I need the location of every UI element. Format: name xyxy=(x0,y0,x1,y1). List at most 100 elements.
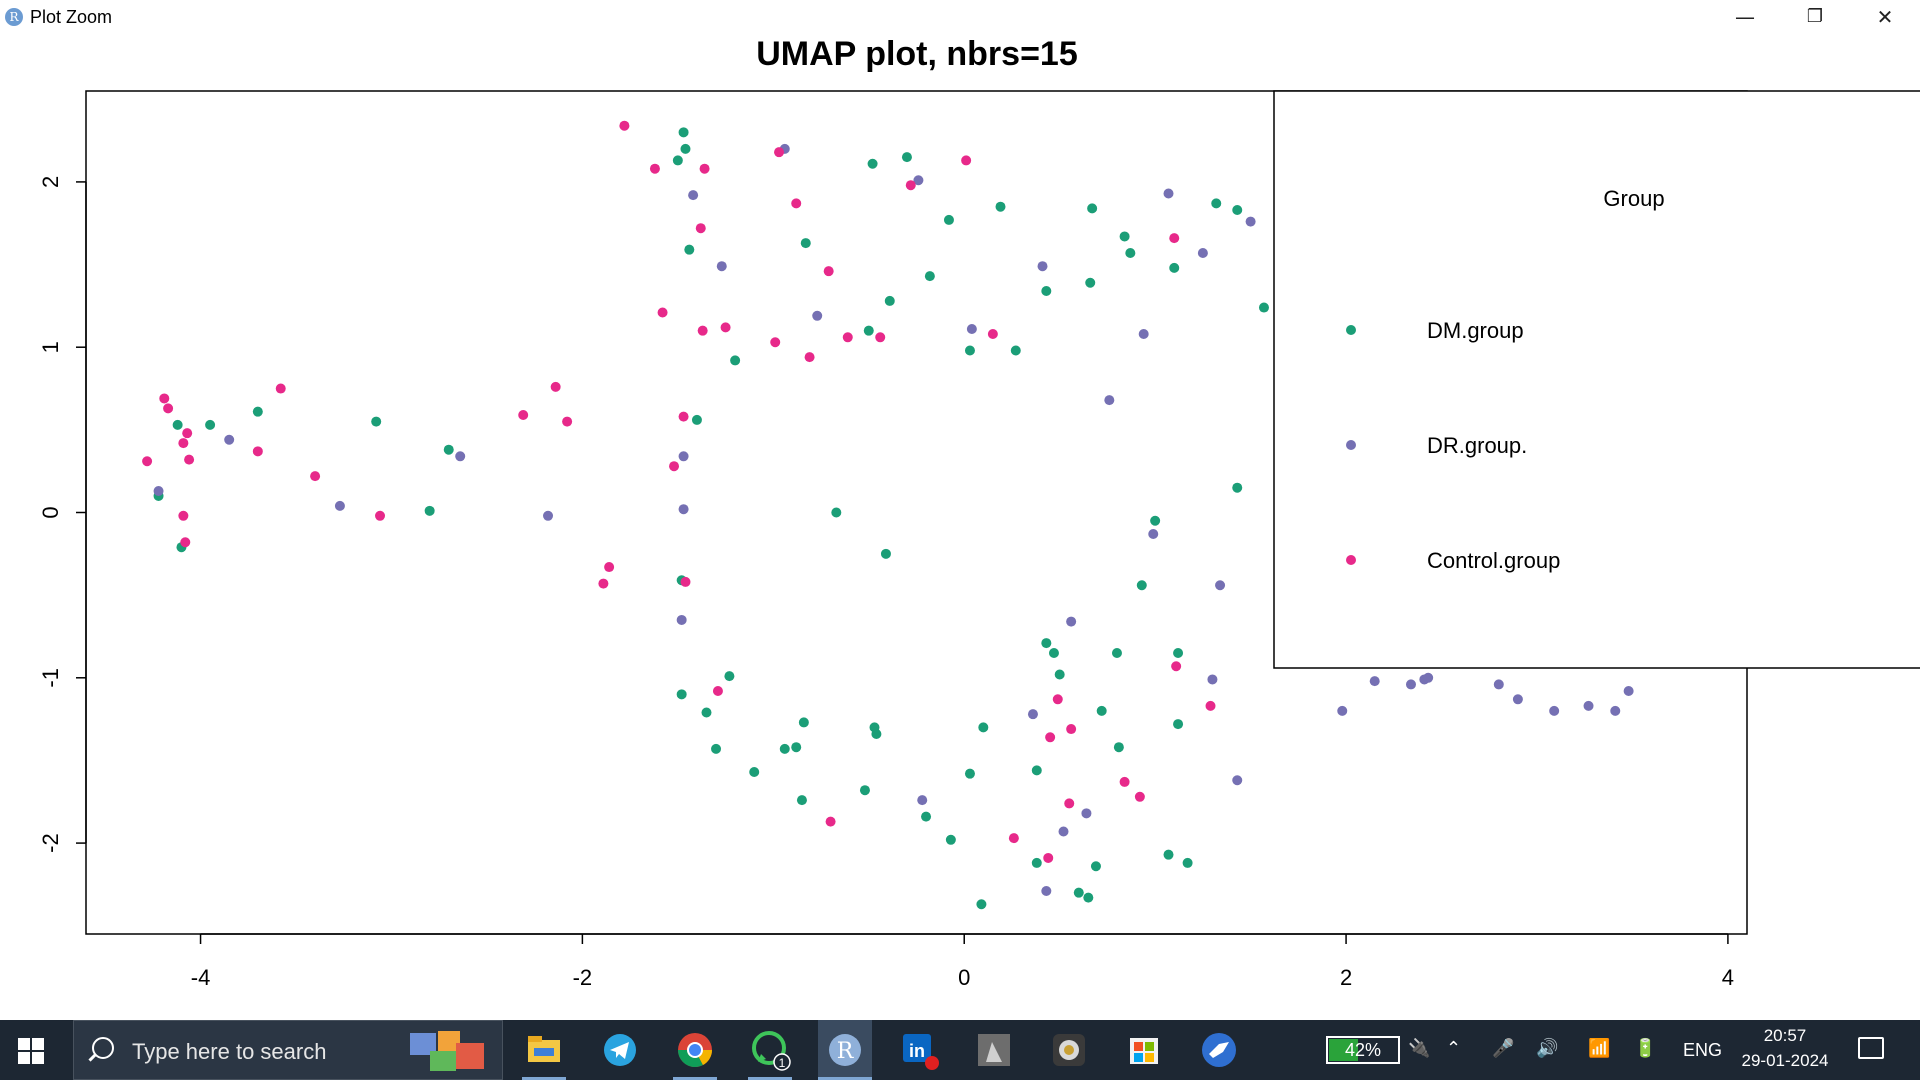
dr-group-point xyxy=(1583,700,1594,711)
dm-group-point xyxy=(371,416,382,427)
dr-group-point xyxy=(917,795,928,806)
dr-group-point xyxy=(455,451,466,462)
linkedin-icon[interactable]: in xyxy=(897,1028,941,1072)
telegram-icon[interactable] xyxy=(598,1028,642,1072)
dr-group-point xyxy=(676,614,687,625)
search-placeholder: Type here to search xyxy=(132,1039,327,1064)
dm-group-point xyxy=(730,355,741,366)
control-group-point xyxy=(1134,791,1145,802)
dr-group-point xyxy=(1549,705,1560,716)
volume-icon[interactable]: 🔊 xyxy=(1536,1038,1559,1059)
dr-group-point xyxy=(1512,694,1523,705)
taskbar-search-box[interactable]: Type here to search xyxy=(73,1020,503,1080)
dm-group-point xyxy=(964,345,975,356)
charging-plug-icon: 🔌 xyxy=(1408,1038,1431,1059)
minimize-button[interactable]: — xyxy=(1735,5,1755,29)
battery-indicator[interactable]: 42% xyxy=(1326,1036,1400,1064)
dm-group-point xyxy=(1083,892,1094,903)
microphone-icon[interactable]: 🎤 xyxy=(1492,1038,1515,1059)
control-group-point xyxy=(961,155,972,166)
file-explorer-icon[interactable] xyxy=(522,1028,566,1080)
clock-time[interactable]: 20:57 xyxy=(1763,1026,1807,1045)
x-axis: -4 -2 0 2 4 xyxy=(191,933,1734,990)
photo-app-icon[interactable] xyxy=(972,1028,1016,1072)
dm-group-point xyxy=(976,899,987,910)
dm-group-point xyxy=(711,743,722,754)
dr-group-point xyxy=(1369,676,1380,687)
dm-group-point xyxy=(1087,203,1098,214)
control-group-point xyxy=(178,510,189,521)
dr-group-point xyxy=(812,310,823,321)
legend-label: DR.group. xyxy=(1427,433,1527,458)
y-tick-label: -2 xyxy=(38,833,63,853)
control-group-point xyxy=(678,411,689,422)
control-group-point xyxy=(518,409,529,420)
dm-group-point xyxy=(859,785,870,796)
y-tick-label: 2 xyxy=(38,176,63,188)
chrome-icon[interactable] xyxy=(673,1028,717,1080)
wifi-icon[interactable]: 📶 xyxy=(1588,1038,1611,1059)
dr-group-point xyxy=(224,434,235,445)
bird-app-icon[interactable] xyxy=(1197,1028,1241,1072)
dr-group-point xyxy=(334,500,345,511)
dm-group-point xyxy=(1211,198,1222,209)
control-group-point xyxy=(1169,233,1180,244)
language-indicator[interactable]: ENG xyxy=(1683,1040,1723,1060)
dm-group-point xyxy=(796,795,807,806)
dm-group-point xyxy=(1173,648,1184,658)
taskbar: Type here to search 1 R in xyxy=(0,1020,1920,1080)
control-group-point xyxy=(1119,776,1130,787)
control-group-point xyxy=(159,393,170,404)
dm-group-point xyxy=(1085,277,1096,288)
dr-group-point xyxy=(688,190,699,201)
chart-title: UMAP plot, nbrs=15 xyxy=(756,35,1078,73)
dm-group-point xyxy=(1163,849,1174,860)
power-icon[interactable]: 🔋 xyxy=(1634,1038,1657,1059)
dm-group-point xyxy=(1150,515,1161,526)
control-group-point xyxy=(178,438,189,449)
scatter-points xyxy=(142,120,1634,910)
dm-group-point xyxy=(884,295,895,306)
dr-group-point xyxy=(1148,528,1159,539)
control-group-point xyxy=(697,325,708,336)
x-tick-label: 2 xyxy=(1340,965,1352,990)
clock-date[interactable]: 29-01-2024 xyxy=(1741,1051,1829,1070)
dm-group-point xyxy=(791,742,802,753)
control-group-point xyxy=(1066,724,1077,735)
media-app-icon[interactable] xyxy=(1047,1028,1091,1072)
dr-group-point xyxy=(913,175,924,186)
dr-group-point xyxy=(1197,247,1208,258)
chevron-up-icon[interactable]: ⌃ xyxy=(1446,1038,1462,1059)
maximize-button[interactable]: ❐ xyxy=(1806,6,1824,27)
control-group-point xyxy=(699,163,710,174)
dm-group-point xyxy=(1113,742,1124,753)
notification-icon[interactable] xyxy=(1858,1037,1884,1059)
control-group-point xyxy=(163,403,174,414)
control-group-point xyxy=(987,328,998,339)
y-tick-label: 0 xyxy=(38,506,63,518)
control-group-point xyxy=(791,198,802,209)
dm-group-point xyxy=(252,406,263,417)
close-button[interactable]: ✕ xyxy=(1876,5,1894,29)
control-group-point xyxy=(550,381,561,392)
control-group-point xyxy=(657,307,668,318)
control-group-point xyxy=(310,471,321,482)
dr-group-point xyxy=(678,451,689,462)
start-button[interactable] xyxy=(18,1038,44,1064)
window-titlebar: R Plot Zoom — ❐ ✕ xyxy=(0,0,1920,34)
control-group-point xyxy=(142,456,153,467)
whatsapp-icon[interactable]: 1 xyxy=(748,1028,792,1080)
dr-group-point xyxy=(1138,328,1149,339)
dm-group-point xyxy=(995,201,1006,212)
dm-group-point xyxy=(964,768,975,779)
dm-group-point xyxy=(943,214,954,225)
control-group-point xyxy=(182,428,193,439)
dm-group-point xyxy=(1125,247,1136,258)
microsoft-store-icon[interactable] xyxy=(1122,1028,1166,1072)
control-group-point xyxy=(252,446,263,457)
battery-percent: 42% xyxy=(1344,1040,1382,1060)
dm-group-point xyxy=(1232,205,1243,216)
r-gui-icon[interactable]: R xyxy=(818,1020,872,1080)
dr-group-point xyxy=(1610,705,1621,716)
dr-group-point xyxy=(1163,188,1174,199)
